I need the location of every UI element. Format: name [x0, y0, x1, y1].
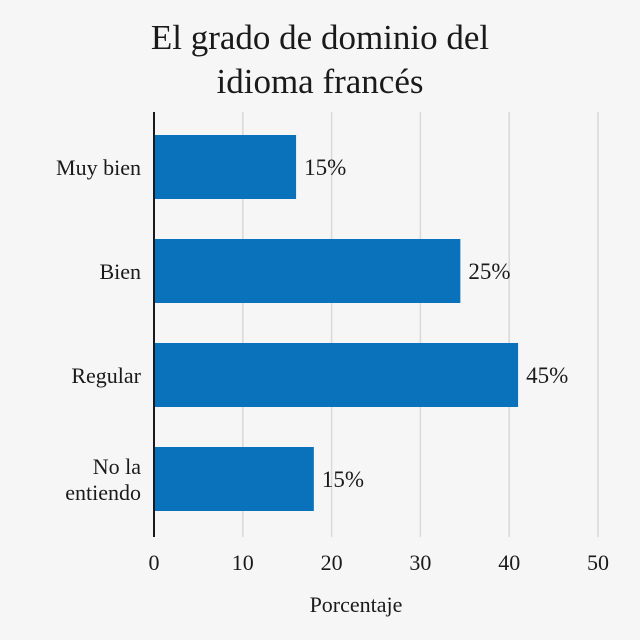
category-label-line: entiendo	[65, 480, 141, 505]
category-label-3: Regular	[71, 363, 141, 388]
value-label-4: 15%	[322, 467, 364, 492]
bar-3	[154, 343, 519, 407]
value-label-1: 15%	[304, 155, 346, 180]
category-label-1: Muy bien	[56, 155, 141, 180]
chart-title-line-2: idioma francés	[216, 62, 424, 101]
x-tick-label-0: 0	[149, 550, 160, 575]
x-tick-label-50: 50	[587, 550, 609, 575]
x-tick-label-40: 40	[498, 550, 520, 575]
bar-1	[154, 135, 297, 199]
category-label-line: Regular	[71, 363, 141, 388]
value-label-3: 45%	[526, 363, 568, 388]
bar-2	[154, 239, 461, 303]
x-tick-label-30: 30	[409, 550, 431, 575]
labels: 0 10 20 30 40 50 15% Muy bien 25% Bien 45% Regular 1…	[56, 155, 609, 617]
category-label-4: No la entiendo	[65, 454, 141, 505]
bars	[154, 135, 519, 511]
x-tick-label-20: 20	[321, 550, 343, 575]
chart-title: El grado de dominio del idioma francés	[0, 16, 640, 104]
category-label-line: Bien	[99, 259, 141, 284]
bar-4	[154, 447, 314, 511]
x-tick-label-10: 10	[232, 550, 254, 575]
value-label-2: 25%	[468, 259, 510, 284]
chart-title-line-1: El grado de dominio del	[150, 18, 490, 57]
category-label-line: No la	[93, 454, 142, 479]
category-label-2: Bien	[99, 259, 141, 284]
x-axis-title: Porcentaje	[310, 592, 403, 617]
category-label-line: Muy bien	[56, 155, 141, 180]
